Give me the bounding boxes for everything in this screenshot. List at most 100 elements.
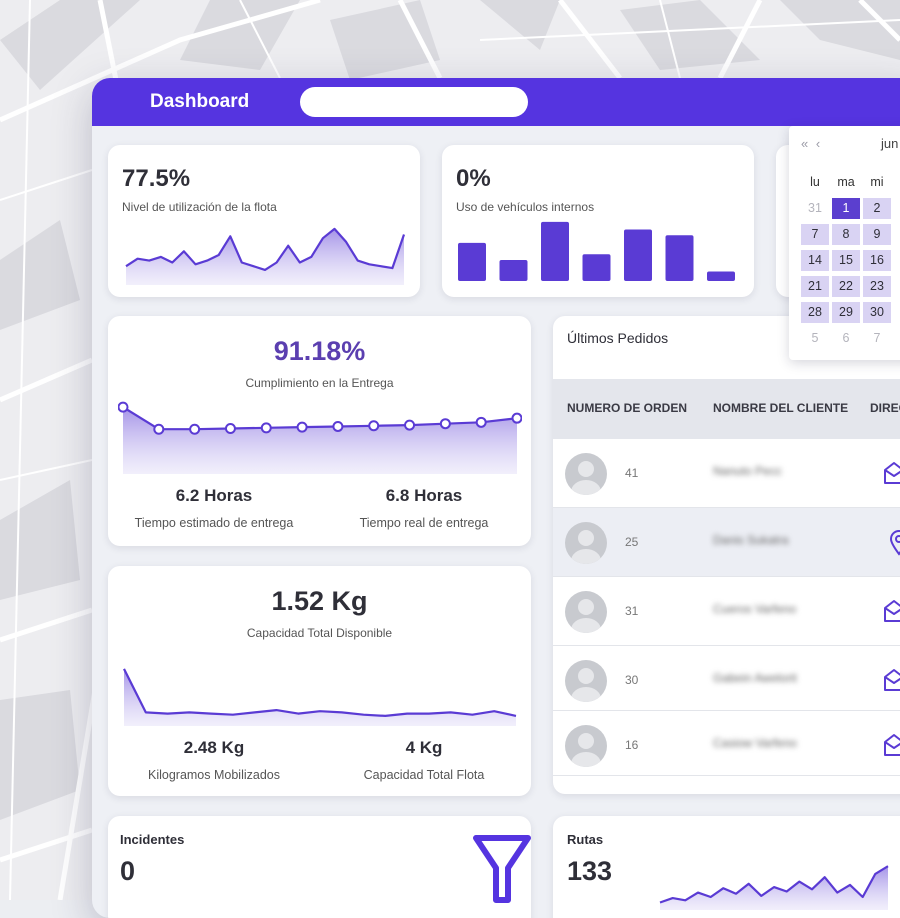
client-name: Casiow Varfeno xyxy=(713,736,797,750)
date-picker: « ‹ jun lu ma mi 31 1 2 7 8 9 14 15 16 21 22 23 28 29… xyxy=(789,126,900,360)
real-time-label: Tiempo real de entrega xyxy=(359,516,489,530)
table-row[interactable]: 31 Cueros Varfeno xyxy=(553,577,900,646)
avatar xyxy=(565,725,607,767)
avatar xyxy=(565,522,607,564)
fleet-capacity-stat: 4 Kg Capacidad Total Flota xyxy=(324,738,524,782)
column-order-number[interactable]: NUMERO DE ORDEN xyxy=(567,401,688,415)
calendar-day[interactable]: 7 xyxy=(873,331,881,345)
dashboard-window: Dashboard 77.5% Nivel de utilización de … xyxy=(92,78,900,918)
calendar-day[interactable]: 14 xyxy=(801,250,829,271)
client-name: Gabein Awelorit xyxy=(713,671,797,685)
calendar-day[interactable]: 2 xyxy=(863,198,891,219)
chart-point xyxy=(511,412,522,424)
incidents-card: Incidentes 0 xyxy=(108,816,531,918)
day-header: mi xyxy=(870,175,884,189)
avatar xyxy=(565,453,607,495)
calendar-day[interactable]: 16 xyxy=(863,250,891,271)
calendar-day[interactable]: 1 xyxy=(832,198,860,219)
table-row[interactable]: 25 Danis Sukatra xyxy=(553,508,900,577)
funnel-icon xyxy=(473,835,531,903)
calendar-day[interactable]: 5 xyxy=(811,331,819,345)
internal-vehicles-card: 0% Uso de vehículos internos xyxy=(442,145,754,297)
column-address[interactable]: DIREC xyxy=(870,401,900,415)
calendar-day[interactable]: 22 xyxy=(832,276,860,297)
chart-area xyxy=(123,407,517,474)
chart-point xyxy=(153,423,165,435)
calendar-day[interactable]: 15 xyxy=(832,250,860,271)
table-row[interactable]: 16 Casiow Varfeno xyxy=(553,711,900,776)
chart-point xyxy=(439,418,451,430)
calendar-day[interactable]: 28 xyxy=(801,302,829,323)
calendar-day[interactable]: 31 xyxy=(808,201,822,215)
capacity-value: 1.52 Kg xyxy=(271,586,368,616)
calendar-month[interactable]: jun xyxy=(881,136,899,151)
location-pin-icon[interactable] xyxy=(889,530,900,556)
calendar-day[interactable]: 9 xyxy=(863,224,891,245)
incidents-label: Incidentes xyxy=(120,832,185,847)
routes-label: Rutas xyxy=(567,832,604,847)
envelope-icon[interactable] xyxy=(883,461,900,485)
calendar-day[interactable]: 7 xyxy=(801,224,829,245)
day-header: ma xyxy=(837,175,855,189)
chart-point xyxy=(260,422,272,434)
routes-area-chart xyxy=(659,865,889,910)
estimated-time-label: Tiempo estimado de entrega xyxy=(134,516,294,530)
client-name: Danis Sukatra xyxy=(713,533,789,547)
incidents-value: 0 xyxy=(120,856,136,886)
estimated-time-stat: 6.2 Horas Tiempo estimado de entrega xyxy=(114,486,314,530)
chart-point xyxy=(475,416,487,428)
fleet-utilization-sparkline xyxy=(125,227,406,285)
internal-vehicles-bars xyxy=(458,221,735,281)
table-row[interactable]: 30 Gabein Awelorit xyxy=(553,646,900,711)
fleet-utilization-card: 77.5% Nivel de utilización de la flota xyxy=(108,145,420,297)
chart-bar xyxy=(665,235,694,281)
search-input[interactable] xyxy=(300,87,528,117)
fleet-utilization-label: Nivel de utilización de la flota xyxy=(122,200,277,214)
calendar-day[interactable]: 29 xyxy=(832,302,860,323)
internal-vehicles-value: 0% xyxy=(456,165,491,192)
capacity-label: Capacidad Total Disponible xyxy=(246,626,393,640)
chart-area xyxy=(126,228,404,285)
calendar-day[interactable]: 8 xyxy=(832,224,860,245)
delivery-card: 91.18% Cumplimiento en la Entrega 6.2 Ho… xyxy=(108,316,531,546)
envelope-icon[interactable] xyxy=(883,733,900,757)
page-title: Dashboard xyxy=(150,91,250,112)
chart-area xyxy=(124,668,516,726)
delivery-label: Cumplimiento en la Entrega xyxy=(245,376,394,390)
chart-bar xyxy=(541,221,569,281)
chart-series-line xyxy=(122,406,518,431)
calendar-day[interactable]: 6 xyxy=(842,331,850,345)
order-number: 31 xyxy=(625,604,639,618)
capacity-card: 1.52 Kg Capacidad Total Disponible 2.48 … xyxy=(108,566,531,796)
chart-point xyxy=(189,423,201,435)
delivery-line-chart xyxy=(118,401,522,474)
calendar-day[interactable]: 30 xyxy=(863,302,891,323)
calendar-day[interactable]: 21 xyxy=(801,276,829,297)
fleet-utilization-value: 77.5% xyxy=(122,165,191,192)
chart-point xyxy=(368,420,380,432)
chart-bar xyxy=(707,271,735,281)
chart-series-line xyxy=(123,668,517,717)
routes-card: Rutas 133 xyxy=(553,816,900,918)
calendar-day[interactable]: 23 xyxy=(863,276,891,297)
envelope-icon[interactable] xyxy=(883,599,900,623)
table-row[interactable]: 41 Nanuto Pecc xyxy=(553,439,900,508)
estimated-time-value: 6.2 Horas xyxy=(175,486,253,505)
orders-title: Últimos Pedidos xyxy=(567,330,669,346)
delivery-value: 91.18% xyxy=(273,336,366,366)
orders-table-header: NUMERO DE ORDEN NOMBRE DEL CLIENTE DIREC xyxy=(553,379,900,439)
orders-card: Últimos Pedidos NUMERO DE ORDEN NOMBRE D… xyxy=(553,316,900,794)
column-client-name[interactable]: NOMBRE DEL CLIENTE xyxy=(713,401,849,415)
chart-bar xyxy=(624,229,652,281)
avatar xyxy=(565,591,607,633)
chart-series-line xyxy=(659,865,889,904)
avatar xyxy=(565,660,607,702)
top-bar: Dashboard xyxy=(92,78,900,126)
order-number: 16 xyxy=(625,738,639,752)
calendar-prev-nav[interactable]: « ‹ xyxy=(801,136,823,151)
envelope-icon[interactable] xyxy=(883,668,900,692)
chart-point xyxy=(404,419,416,431)
order-number: 25 xyxy=(625,535,639,549)
fleet-capacity-label: Capacidad Total Flota xyxy=(363,768,485,782)
fleet-capacity-value: 4 Kg xyxy=(405,738,443,757)
